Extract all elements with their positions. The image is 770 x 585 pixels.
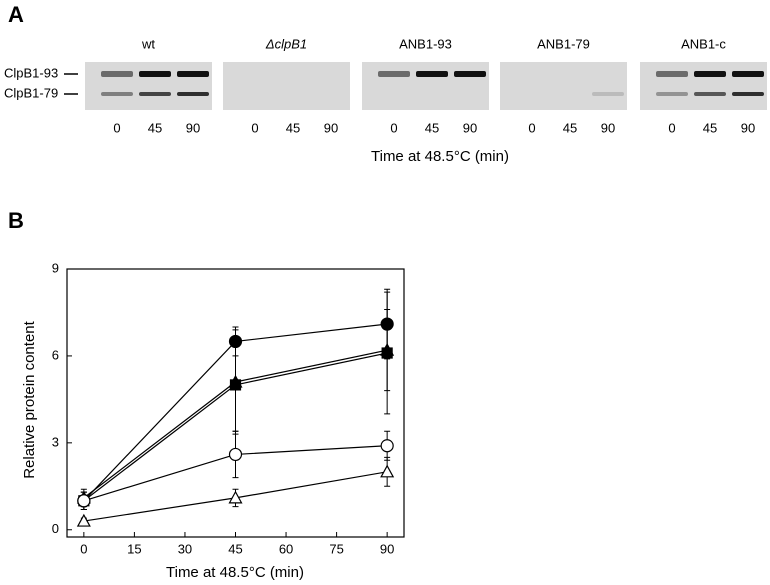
x-tick-label: 15: [127, 541, 141, 556]
blot-title: ΔclpB1: [265, 36, 307, 51]
x-tick-label: 75: [329, 541, 343, 556]
x-tick-label: 30: [178, 541, 192, 556]
band: [694, 71, 726, 77]
y-axis-label: Relative protein content: [21, 320, 38, 478]
lane-label: 0: [251, 120, 258, 135]
point: [229, 379, 242, 391]
lane-label: 45: [286, 120, 300, 135]
point: [380, 317, 394, 331]
y-tick-label: 0: [52, 521, 59, 536]
point: [228, 334, 243, 349]
point: [228, 490, 243, 504]
lane-label: 90: [324, 120, 338, 135]
lane-label: 0: [668, 120, 675, 135]
y-tick-label: 9: [52, 260, 59, 275]
y-tick-label: 3: [52, 434, 59, 449]
x-tick-label: 0: [80, 541, 87, 556]
lane-label: 0: [113, 120, 120, 135]
band: [656, 92, 688, 96]
lane-label: 90: [186, 120, 200, 135]
row-label: ClpB1-93: [4, 65, 58, 80]
lane-label: 0: [390, 120, 397, 135]
blot-title: ANB1-c: [681, 36, 726, 51]
blot-title: ANB1-93: [399, 36, 452, 51]
band: [416, 71, 448, 77]
y-tick-label: 6: [52, 347, 59, 362]
blot-title: wt: [141, 36, 155, 51]
point: [228, 447, 243, 462]
point: [380, 464, 395, 478]
band: [732, 92, 764, 96]
point: [77, 494, 91, 508]
blot: [85, 62, 212, 110]
band: [732, 71, 764, 77]
blot: [223, 62, 350, 110]
point: [76, 513, 91, 527]
blot-title: ANB1-79: [537, 36, 590, 51]
lane-label: 45: [425, 120, 439, 135]
blot: [640, 62, 767, 110]
panel-label: B: [8, 208, 24, 233]
x-tick-label: 45: [228, 541, 242, 556]
lane-label: 45: [703, 120, 717, 135]
band: [656, 71, 688, 77]
lane-label: 90: [601, 120, 615, 135]
point: [380, 439, 394, 453]
blot: [500, 62, 627, 110]
lane-label: 0: [528, 120, 535, 135]
lane-label: 90: [741, 120, 755, 135]
band: [454, 71, 486, 77]
band: [101, 92, 133, 96]
lane-label: 45: [148, 120, 162, 135]
blot-x-label: Time at 48.5°C (min): [371, 148, 509, 165]
lane-label: 90: [463, 120, 477, 135]
lane-label: 45: [563, 120, 577, 135]
x-tick-label: 60: [279, 541, 293, 556]
band: [177, 71, 209, 77]
band: [139, 71, 171, 77]
x-axis-label: Time at 48.5°C (min): [166, 564, 304, 581]
x-tick-label: 90: [380, 541, 394, 556]
band: [378, 71, 410, 77]
panel-label: A: [8, 2, 24, 27]
band: [101, 71, 133, 77]
band: [177, 92, 209, 96]
band: [139, 92, 171, 96]
point: [381, 347, 393, 359]
row-label: ClpB1-79: [4, 85, 58, 100]
blot: [362, 62, 489, 110]
band: [694, 92, 726, 96]
band: [592, 92, 624, 96]
